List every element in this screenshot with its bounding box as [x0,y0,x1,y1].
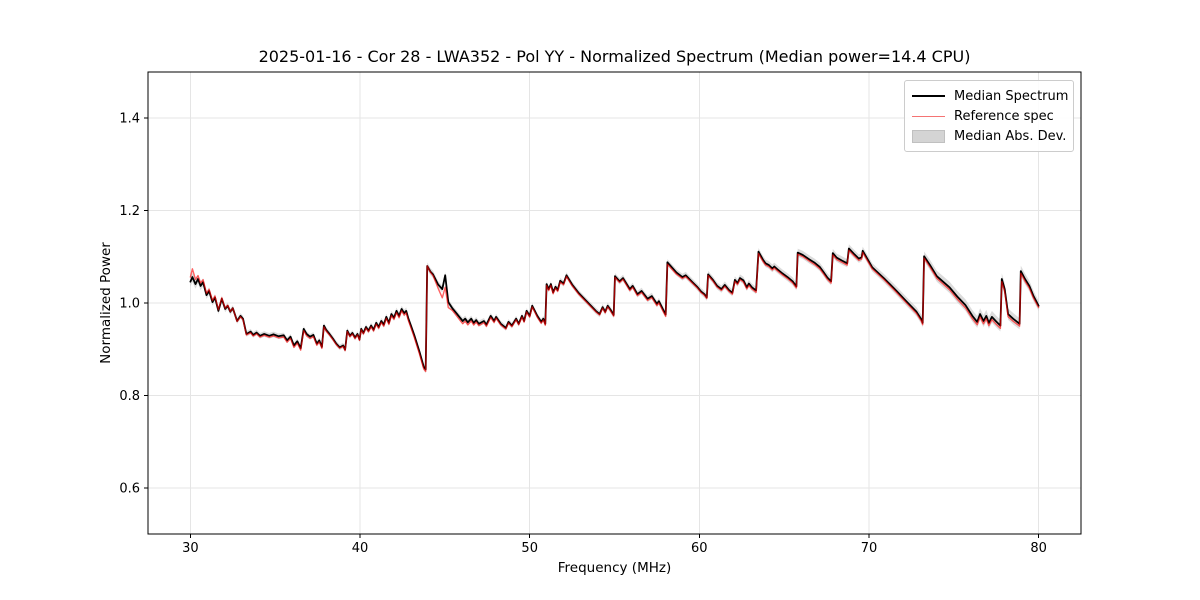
x-tick-label: 70 [861,541,878,556]
y-axis-label: Normalized Power [98,242,114,364]
legend-label: Median Abs. Dev. [954,128,1067,144]
median-spectrum-line-sample [912,95,945,97]
x-tick-label: 30 [182,541,199,556]
legend-item-median-spectrum: Median Spectrum [912,86,1069,106]
legend-label: Median Spectrum [954,88,1069,104]
legend-item-median-abs-dev: Median Abs. Dev. [912,126,1067,146]
x-tick-label: 50 [521,541,538,556]
y-tick-label: 0.8 [119,389,140,404]
legend-label: Reference spec [954,108,1054,124]
median-abs-dev-patch-sample [912,129,945,143]
y-tick-label: 1.0 [119,297,140,312]
reference-spec-line [189,249,1040,373]
reference-spec-line-sample [912,115,945,117]
y-tick-label: 0.6 [119,481,140,496]
x-tick-label: 80 [1030,541,1047,556]
x-tick-label: 40 [352,541,369,556]
x-tick-label: 60 [691,541,708,556]
x-axis-label: Frequency (MHz) [557,560,672,576]
y-tick-label: 1.2 [119,204,140,219]
chart-title: 2025-01-16 - Cor 28 - LWA352 - Pol YY - … [258,47,971,66]
y-tick-label: 1.4 [119,112,140,127]
plot-border [147,71,1082,535]
legend-box: Median Spectrum Reference spec Median Ab… [904,80,1074,152]
legend-item-reference-spec: Reference spec [912,106,1065,126]
